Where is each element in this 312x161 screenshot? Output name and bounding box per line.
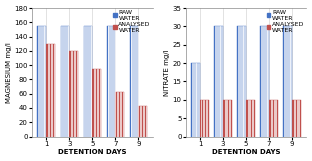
Bar — [200, 100, 209, 137]
Legend: RAW
WATER, ANALYSED
WATER: RAW WATER, ANALYSED WATER — [266, 9, 305, 33]
Bar — [191, 63, 200, 137]
Bar — [292, 100, 301, 137]
Bar — [283, 26, 292, 137]
Bar — [261, 26, 269, 137]
Bar — [37, 26, 46, 137]
Bar — [269, 100, 278, 137]
Bar — [139, 106, 147, 137]
Bar — [84, 26, 92, 137]
Bar — [107, 26, 115, 137]
Bar — [92, 69, 101, 137]
X-axis label: DETENTION DAYS: DETENTION DAYS — [58, 149, 127, 155]
Bar — [61, 26, 69, 137]
Bar — [223, 100, 232, 137]
Bar — [214, 26, 223, 137]
Bar — [130, 26, 139, 137]
Y-axis label: NITRATE mg/l: NITRATE mg/l — [164, 49, 170, 96]
Bar — [237, 26, 246, 137]
Bar — [46, 44, 55, 137]
Bar — [246, 100, 255, 137]
Legend: RAW
WATER, ANALYSED
WATER: RAW WATER, ANALYSED WATER — [112, 9, 151, 33]
Bar — [115, 92, 124, 137]
X-axis label: DETENTION DAYS: DETENTION DAYS — [212, 149, 280, 155]
Y-axis label: MAGNESIUM mg/l: MAGNESIUM mg/l — [6, 42, 12, 103]
Bar — [69, 51, 78, 137]
